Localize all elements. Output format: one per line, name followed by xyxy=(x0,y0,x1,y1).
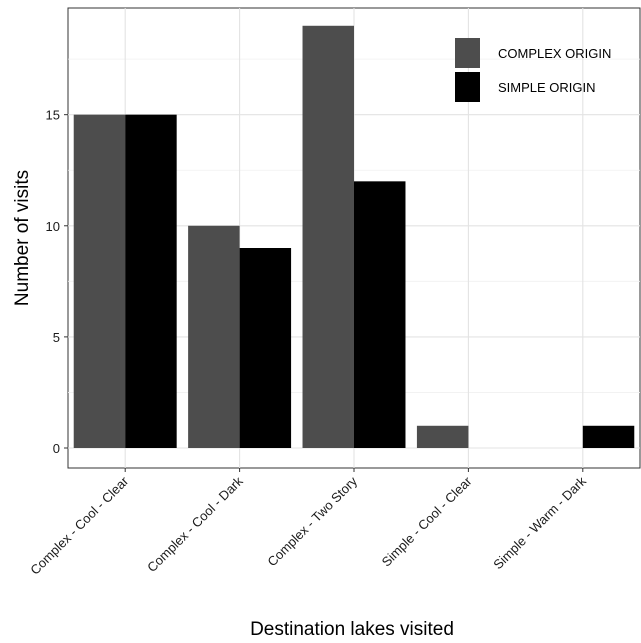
x-tick-label: Complex - Cool - Dark xyxy=(144,473,246,575)
bar-complex-1 xyxy=(188,225,240,448)
bar-complex-2 xyxy=(302,25,354,449)
y-tick-label: 10 xyxy=(46,219,60,234)
x-tick-label: Complex - Two Story xyxy=(264,473,360,569)
bar-simple-1 xyxy=(239,248,292,448)
bar-simple-0 xyxy=(125,114,177,449)
legend: COMPLEX ORIGIN SIMPLE ORIGIN xyxy=(455,38,611,102)
legend-swatch-simple-origin xyxy=(455,72,480,102)
y-axis-title: Number of visits xyxy=(12,170,33,306)
x-tick-label: Complex - Cool - Clear xyxy=(27,473,132,578)
bar-complex-0 xyxy=(73,114,126,449)
legend-label-simple-origin: SIMPLE ORIGIN xyxy=(498,80,596,95)
legend-label-complex-origin: COMPLEX ORIGIN xyxy=(498,46,611,61)
y-axis: 0 5 10 15 xyxy=(46,108,68,456)
x-tick-label: Simple - Warm - Dark xyxy=(490,473,589,572)
x-axis-title: Destination lakes visited xyxy=(250,619,454,640)
y-tick-label: 0 xyxy=(53,441,60,456)
x-axis: Complex - Cool - Clear Complex - Cool - D… xyxy=(27,468,589,578)
bar-complex-3 xyxy=(416,425,469,448)
bar-simple-2 xyxy=(354,181,406,449)
y-tick-label: 15 xyxy=(46,108,60,123)
bars xyxy=(73,25,635,449)
bar-simple-4 xyxy=(582,425,635,448)
x-tick-label: Simple - Cool - Clear xyxy=(379,473,475,569)
y-tick-label: 5 xyxy=(53,330,60,345)
legend-swatch-complex-origin xyxy=(455,38,480,68)
